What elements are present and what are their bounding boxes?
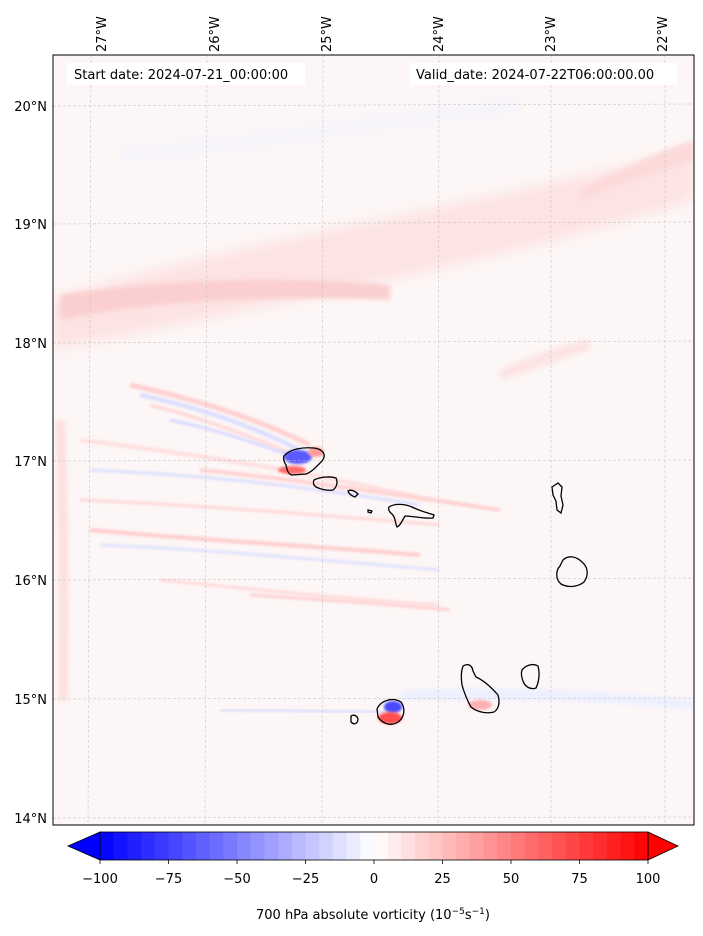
map-gridlines	[53, 55, 694, 825]
island-sao-nicolau	[387, 503, 435, 528]
lon-label: 23°W	[544, 16, 559, 52]
colorbar-segment	[593, 832, 608, 860]
colorbar-segment	[415, 832, 430, 860]
lat-label: 19°N	[14, 218, 47, 233]
island-boa-vista	[556, 556, 588, 588]
island-brava	[350, 714, 359, 725]
latitude-labels: 20°N 19°N 18°N 17°N 16°N 15°N 14°N	[14, 100, 47, 827]
lat-label: 14°N	[14, 812, 47, 827]
colorbar-segment	[113, 832, 128, 860]
colorbar-segment	[442, 832, 457, 860]
colorbar-segment	[579, 832, 594, 860]
valid-date-box	[410, 63, 677, 85]
colorbar-segment	[360, 832, 375, 860]
cb-tick-label: −75	[155, 872, 182, 887]
colorbar-segment	[524, 832, 539, 860]
cb-tick-label: −50	[223, 872, 250, 887]
colorbar-segment	[552, 832, 567, 860]
lon-label: 27°W	[95, 16, 110, 52]
colorbar-segment	[182, 832, 197, 860]
colorbar-segment	[237, 832, 252, 860]
colorbar-segment	[456, 832, 471, 860]
start-date-box	[67, 63, 305, 85]
colorbar-segment	[127, 832, 142, 860]
colorbar-title: 700 hPa absolute vorticity (10−5s−1)	[256, 907, 490, 923]
colorbar-segment	[223, 832, 238, 860]
colorbar-segment	[428, 832, 443, 860]
lat-label: 15°N	[14, 693, 47, 708]
colorbar-ticks	[99, 860, 649, 864]
lon-label: 25°W	[320, 16, 335, 52]
cb-tick-label: 75	[571, 872, 588, 887]
colorbar-segment	[634, 832, 649, 860]
islet-small	[367, 509, 373, 514]
cb-tick-label: 50	[503, 872, 520, 887]
lat-label: 16°N	[14, 574, 47, 589]
colorbar-segment	[565, 832, 580, 860]
colorbar-segment	[387, 832, 402, 860]
cb-tick-label: 25	[434, 872, 451, 887]
colorbar-segment	[469, 832, 485, 860]
island-outlines	[282, 447, 588, 725]
island-santo-antao	[282, 447, 325, 476]
colorbar-segment	[278, 832, 293, 860]
colorbar-max-arrow	[647, 831, 679, 861]
colorbar-segment	[319, 832, 334, 860]
island-santiago	[460, 664, 500, 714]
colorbar-segment	[374, 832, 389, 860]
cb-tick-label: −25	[292, 872, 319, 887]
lat-label: 18°N	[14, 337, 47, 352]
colorbar-segment	[305, 832, 320, 860]
colorbar-segment	[332, 832, 348, 860]
lat-label: 17°N	[14, 455, 47, 470]
cb-tick-label: −100	[82, 872, 118, 887]
colorbar-segment	[620, 832, 635, 860]
island-maio	[520, 663, 540, 690]
map-frame	[52, 54, 695, 826]
island-sao-vicente	[312, 476, 338, 491]
colorbar-segment	[483, 832, 498, 860]
valid-date-text: Valid_date: 2024-07-22T06:00:00.00	[416, 68, 654, 83]
island-sal	[551, 482, 564, 515]
colorbar-segment	[154, 832, 169, 860]
colorbar-segment	[141, 832, 156, 860]
longitude-labels: 27°W 26°W 25°W 24°W 23°W 22°W	[95, 16, 671, 52]
colorbar-segment	[168, 832, 183, 860]
cb-tick-label: 100	[636, 872, 661, 887]
colorbar-segments	[100, 832, 649, 860]
colorbar-segment	[538, 832, 553, 860]
colorbar-segment	[250, 832, 265, 860]
island-santa-luzia	[347, 489, 359, 498]
colorbar-segment	[100, 832, 115, 860]
colorbar-segment	[346, 832, 361, 860]
lat-label: 20°N	[14, 100, 47, 115]
colorbar-tick-labels: −100 −75 −50 −25 0 25 50 75 100	[82, 872, 660, 887]
colorbar-segment	[401, 832, 416, 860]
island-fogo	[376, 698, 405, 725]
cb-tick-label: 0	[370, 872, 378, 887]
lon-label: 22°W	[656, 16, 671, 52]
colorbar-segment	[497, 832, 512, 860]
colorbar-segment	[209, 832, 224, 860]
start-date-text: Start date: 2024-07-21_00:00:00	[74, 68, 288, 83]
colorbar: −100 −75 −50 −25 0 25 50 75 100 700 hPa …	[67, 831, 679, 923]
colorbar-segment	[195, 832, 211, 860]
lon-label: 24°W	[432, 16, 447, 52]
colorbar-segment	[606, 832, 622, 860]
colorbar-segment	[264, 832, 279, 860]
colorbar-segment	[291, 832, 306, 860]
colorbar-segment	[511, 832, 526, 860]
vorticity-field	[53, 55, 694, 825]
colorbar-min-arrow	[67, 831, 101, 861]
lon-label: 26°W	[208, 16, 223, 52]
